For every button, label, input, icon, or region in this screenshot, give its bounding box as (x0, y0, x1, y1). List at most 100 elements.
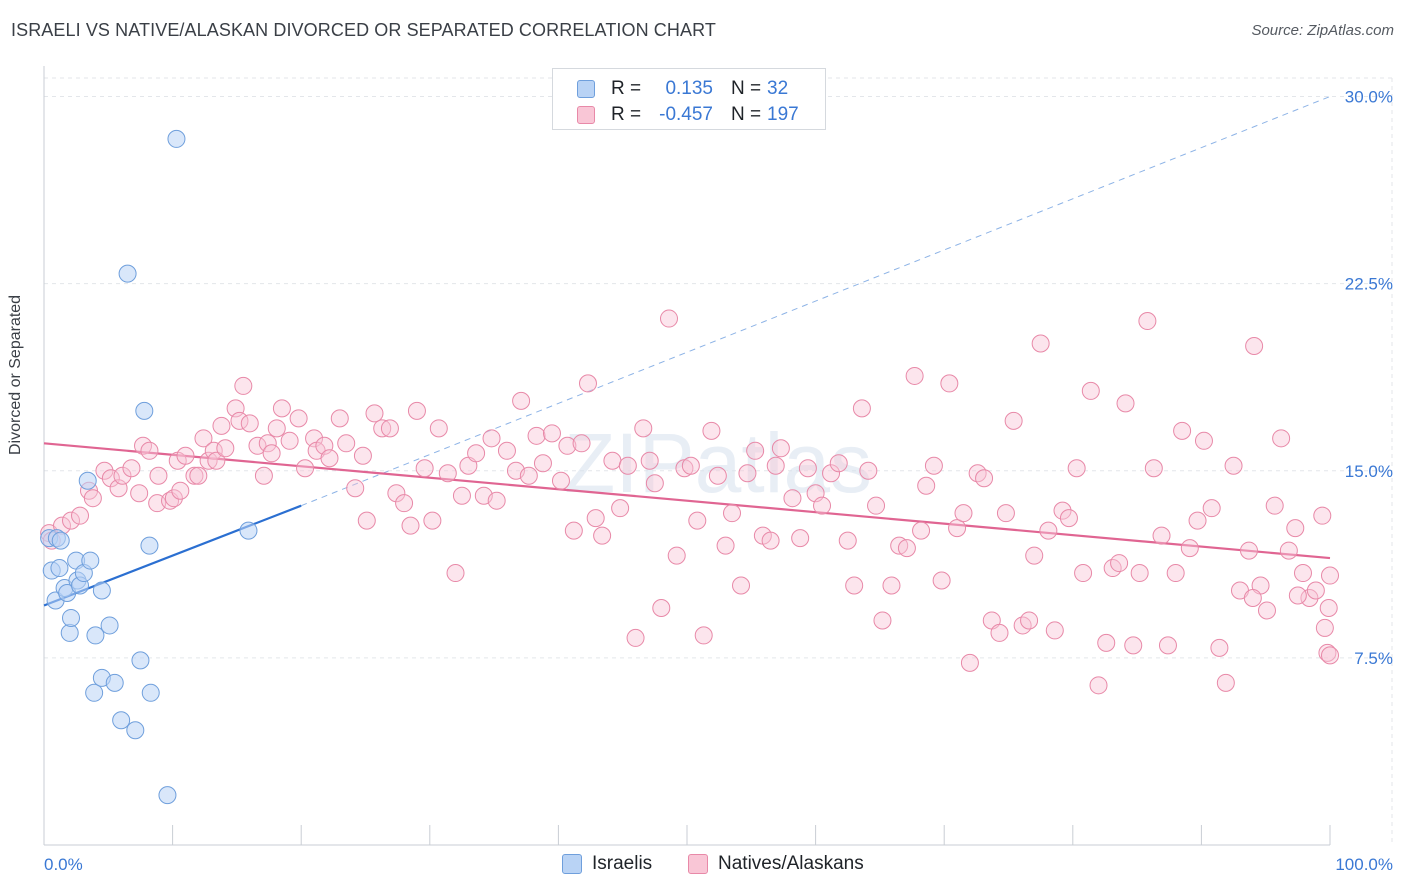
natives-point (1194, 431, 1213, 450)
natives-point (149, 466, 168, 485)
natives-point (1053, 501, 1072, 520)
natives-point (990, 623, 1009, 642)
israelis-point (50, 559, 69, 578)
natives-point (1039, 521, 1058, 540)
natives-point (746, 441, 765, 460)
natives-point (113, 466, 132, 485)
legend-swatch-israelis (577, 80, 595, 98)
y-tick-label: 15.0% (1345, 462, 1393, 481)
israelis-point (85, 683, 104, 702)
natives-point (353, 446, 372, 465)
israelis-point (140, 536, 159, 555)
natives-point (1025, 546, 1044, 565)
natives-point (330, 409, 349, 428)
natives-point (593, 526, 612, 545)
x-tick-label: 0.0% (44, 855, 83, 874)
natives-point (357, 511, 376, 530)
natives-point (272, 399, 291, 418)
natives-point (564, 521, 583, 540)
bottom-legend-swatch-israelis (562, 854, 582, 874)
natives-point (1158, 636, 1177, 655)
natives-point (1210, 638, 1229, 657)
natives-point (652, 598, 671, 617)
natives-point (1180, 539, 1199, 558)
natives-point (1130, 564, 1149, 583)
natives-point (267, 419, 286, 438)
natives-point (1272, 429, 1291, 448)
natives-point (1045, 621, 1064, 640)
natives-point (852, 399, 871, 418)
natives-point (346, 479, 365, 498)
natives-point (446, 564, 465, 583)
natives-point (1097, 633, 1116, 652)
natives-point (1089, 676, 1108, 695)
israelis-point (131, 651, 150, 670)
natives-point (487, 491, 506, 510)
natives-point (611, 499, 630, 518)
natives-point (1224, 456, 1243, 475)
natives-point (1020, 611, 1039, 630)
natives-point (1144, 459, 1163, 478)
bottom-legend-label: Natives/Alaskans (718, 853, 864, 874)
natives-point (216, 439, 235, 458)
israelis-point (100, 616, 119, 635)
israelis-point (86, 626, 105, 645)
natives-point (1315, 618, 1334, 637)
natives-point (1306, 581, 1325, 600)
natives-point (1188, 511, 1207, 530)
natives-point (248, 436, 267, 455)
natives-point (130, 484, 149, 503)
trendlines (43, 96, 1331, 607)
natives-point (873, 611, 892, 630)
chart-title: ISRAELI VS NATIVE/ALASKAN DIVORCED OR SE… (11, 20, 716, 40)
natives-point (1173, 421, 1192, 440)
source-label: Source: ZipAtlas.com (1251, 22, 1394, 39)
natives-point (467, 444, 486, 463)
stats-legend: R = 0.135 N = 32 R = -0.457 N = 197 (552, 68, 826, 130)
natives-point (813, 496, 832, 515)
legend-swatch-natives (577, 106, 595, 124)
natives-point (1319, 598, 1338, 617)
natives-point (1318, 643, 1337, 662)
natives-point (122, 459, 141, 478)
natives-point (62, 511, 81, 530)
natives-point (603, 451, 622, 470)
israelis-point (135, 401, 154, 420)
natives-point (1216, 673, 1235, 692)
natives-point (905, 366, 924, 385)
israelis-point (126, 721, 145, 740)
natives-point (960, 653, 979, 672)
natives-point (572, 434, 591, 453)
natives-point (1239, 541, 1258, 560)
natives-point (708, 466, 727, 485)
natives-point (337, 434, 356, 453)
natives-point (996, 504, 1015, 523)
legend-r-value: -0.457 (659, 104, 713, 125)
natives-point (230, 411, 249, 430)
tick-labels: 7.5% 15.0% 22.5% 30.0% 0.0% 100.0% (44, 88, 1393, 875)
natives-point (258, 434, 277, 453)
natives-point (667, 546, 686, 565)
natives-point (373, 419, 392, 438)
y-tick-label: 22.5% (1345, 275, 1393, 294)
israelis-point (105, 673, 124, 692)
israelis-point (81, 551, 100, 570)
natives-point (1265, 496, 1284, 515)
natives-point (1124, 636, 1143, 655)
legend-n-value: 197 (767, 104, 799, 125)
natives-point (798, 459, 817, 478)
legend-r-label: R = (611, 78, 642, 99)
natives-point (723, 504, 742, 523)
legend-n-label: N = (731, 104, 762, 125)
israelis-point (51, 531, 70, 550)
x-tick-label: 100.0% (1335, 855, 1393, 874)
natives-point (1313, 506, 1332, 525)
natives-point (194, 429, 213, 448)
natives-point (212, 416, 231, 435)
natives-point (171, 481, 190, 500)
natives-point (1152, 526, 1171, 545)
natives-point (626, 628, 645, 647)
natives-point (882, 576, 901, 595)
natives-point (140, 441, 159, 460)
